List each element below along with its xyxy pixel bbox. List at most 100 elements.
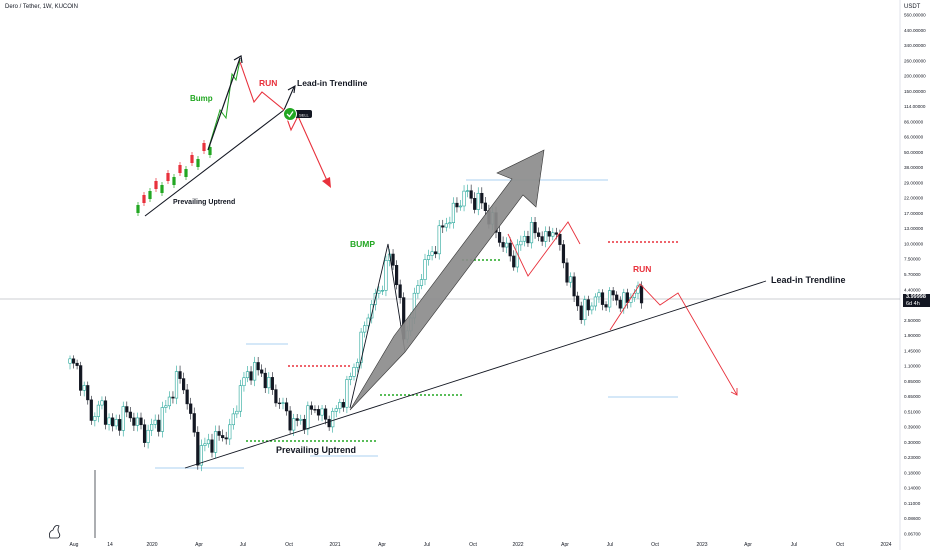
- candle: [536, 227, 541, 242]
- inset-candle: [154, 178, 158, 192]
- price-tick-label: 2.50000: [904, 318, 921, 323]
- candle: [561, 239, 566, 269]
- inset-candle: [160, 182, 164, 196]
- inset-sell-label: SELL: [299, 112, 310, 117]
- inset-candle: [208, 144, 212, 158]
- price-tick-label: 17.00000: [904, 211, 924, 216]
- price-tick-label: 0.30000: [904, 440, 921, 445]
- candle: [501, 236, 505, 252]
- price-tick-label: 0.14000: [904, 486, 921, 491]
- run-label: RUN: [633, 264, 651, 274]
- candle: [167, 391, 172, 410]
- inset-bump-arrow: [207, 57, 241, 151]
- candle: [533, 217, 537, 239]
- candle: [182, 372, 186, 395]
- candle: [245, 366, 250, 383]
- candle: [146, 424, 150, 449]
- candle: [476, 187, 480, 216]
- inset-prevailing-trendline: [144, 109, 285, 217]
- lead-in-trendline-label: Lead-in Trendline: [771, 275, 846, 285]
- candle: [139, 412, 143, 430]
- candle: [576, 291, 580, 311]
- candle: [292, 413, 296, 436]
- inset-candle: [166, 170, 170, 184]
- candle: [217, 425, 221, 441]
- candle: [189, 397, 193, 420]
- price-tick-label: 4.40000: [904, 287, 921, 292]
- inset-candle: [202, 140, 206, 154]
- candle: [579, 301, 583, 324]
- candle: [483, 196, 487, 216]
- candle: [394, 260, 399, 290]
- candle: [267, 372, 271, 394]
- candle: [171, 391, 175, 404]
- price-tick-label: 50.00000: [904, 150, 924, 155]
- bump-label: BUMP: [350, 239, 375, 249]
- candle: [448, 216, 452, 229]
- candle: [192, 407, 196, 437]
- candle: [512, 250, 516, 271]
- candle: [103, 396, 108, 430]
- price-tick-label: 86.00000: [904, 119, 924, 124]
- inset-bump-arrowhead: [233, 55, 243, 64]
- candle: [75, 359, 79, 370]
- candle: [253, 356, 257, 387]
- inset-lead-in-label: Lead-in Trendline: [297, 78, 368, 88]
- candle: [320, 405, 324, 422]
- candle: [111, 413, 115, 432]
- candle: [551, 227, 555, 241]
- top-zigzag-pattern: [507, 221, 581, 277]
- candle: [221, 429, 225, 442]
- check-icon: [283, 107, 297, 121]
- candle: [419, 274, 424, 290]
- candle: [210, 433, 214, 458]
- candle: [437, 219, 441, 260]
- candle: [629, 293, 633, 308]
- tradingview-logo-icon: [49, 525, 61, 539]
- candle: [132, 412, 136, 432]
- time-tick-label: Oct: [651, 542, 659, 548]
- candle: [455, 197, 459, 213]
- lead-in-trendline[interactable]: [184, 280, 767, 469]
- candle: [135, 412, 140, 432]
- inset-run-label: RUN: [259, 78, 277, 88]
- candle: [611, 287, 615, 302]
- candle: [199, 439, 203, 472]
- candle: [260, 364, 264, 378]
- candle: [565, 258, 569, 286]
- price-tick-label: 29.00000: [904, 180, 924, 185]
- price-tick-label: 10.00000: [904, 241, 924, 246]
- time-tick-label: 2021: [329, 542, 340, 548]
- inset-candle: [190, 152, 194, 166]
- candle: [235, 405, 239, 419]
- candle: [497, 226, 502, 247]
- candle: [107, 413, 111, 431]
- candle: [462, 185, 466, 212]
- candle: [423, 253, 427, 286]
- inset-run-arrowhead: [322, 177, 331, 188]
- price-tick-label: 22.00000: [904, 196, 924, 201]
- price-tick-label: 0.85000: [904, 379, 921, 384]
- price-tick-label: 114.00000: [904, 104, 926, 109]
- candle: [284, 397, 289, 416]
- price-tick-label: 200.00000: [904, 74, 926, 79]
- symbol-title[interactable]: Dero / Tether, 1W, KUCOIN: [5, 4, 78, 10]
- candle: [323, 405, 328, 425]
- time-axis: Aug 14 2020 Apr Jul Oct 2021 Apr Jul Oct 2022 Apr Ju…: [70, 470, 892, 548]
- price-tick-label: 0.11000: [904, 501, 921, 506]
- candle: [434, 245, 438, 259]
- inset-sell-badge: SELL: [283, 107, 312, 121]
- price-tick-label: 1.45000: [904, 348, 921, 353]
- price-tick-label: 150.00000: [904, 89, 926, 94]
- inset-candle: [172, 174, 176, 188]
- inset-lead-in-arrowhead: [287, 84, 296, 94]
- price-tick-label: 38.00000: [904, 165, 924, 170]
- price-tick-label: 13.00000: [904, 226, 924, 231]
- candle: [625, 288, 629, 309]
- candle: [327, 415, 331, 431]
- candle: [473, 192, 477, 214]
- time-tick-label: Oct: [836, 542, 844, 548]
- candle: [526, 230, 530, 247]
- candle: [270, 372, 274, 395]
